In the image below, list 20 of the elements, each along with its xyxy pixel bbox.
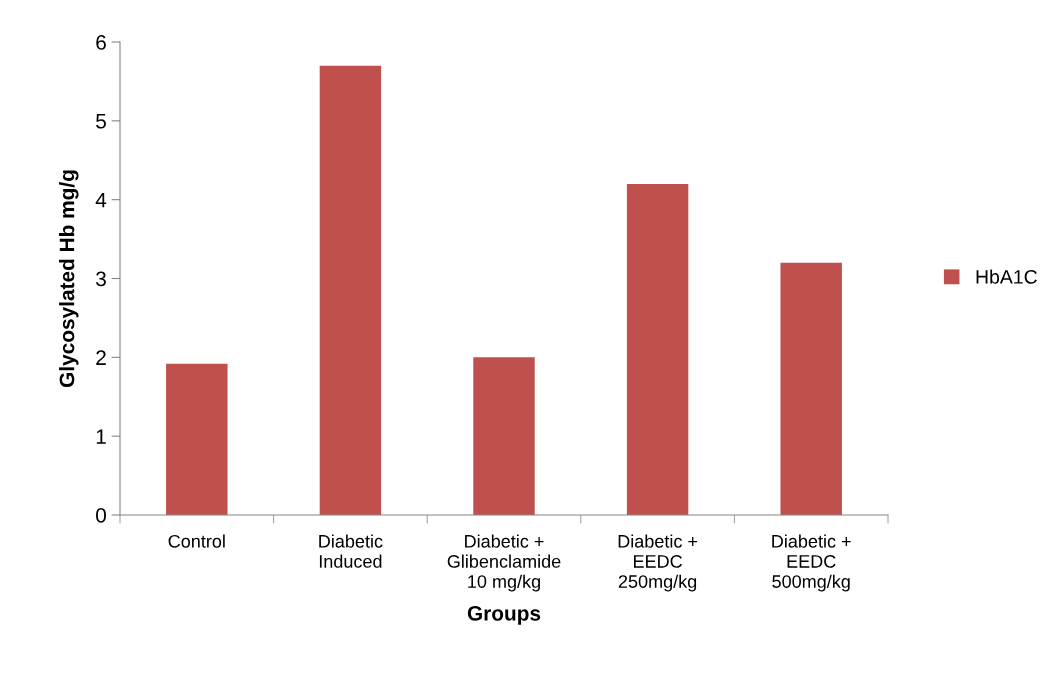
y-tick-label: 3 (96, 271, 106, 287)
legend-label: HbA1C (976, 269, 1037, 284)
y-axis-title: Glycosylated Hb mg/g (59, 170, 79, 388)
y-tick-label: 2 (96, 350, 106, 365)
bar (166, 363, 228, 515)
bar (319, 65, 382, 515)
y-tick-label: 6 (96, 35, 106, 50)
y-tick-label: 5 (96, 114, 106, 129)
x-tick-label: Diabetic Induced (319, 534, 383, 568)
y-tick-label: 4 (95, 192, 107, 208)
x-tick-label: Diabetic + Glibenclamide 10 mg/kg (447, 534, 561, 592)
bar (626, 183, 689, 515)
x-axis-title: Groups (467, 605, 541, 625)
x-tick-label: Diabetic + EEDC 500mg/kg (772, 534, 851, 592)
y-tick-label: 1 (96, 429, 106, 444)
x-tick-label: Diabetic + EEDC 250mg/kg (618, 534, 698, 592)
y-tick-label: 0 (96, 508, 106, 523)
bar (780, 262, 842, 515)
x-tick-label: Control (168, 534, 225, 548)
bar (473, 357, 535, 515)
